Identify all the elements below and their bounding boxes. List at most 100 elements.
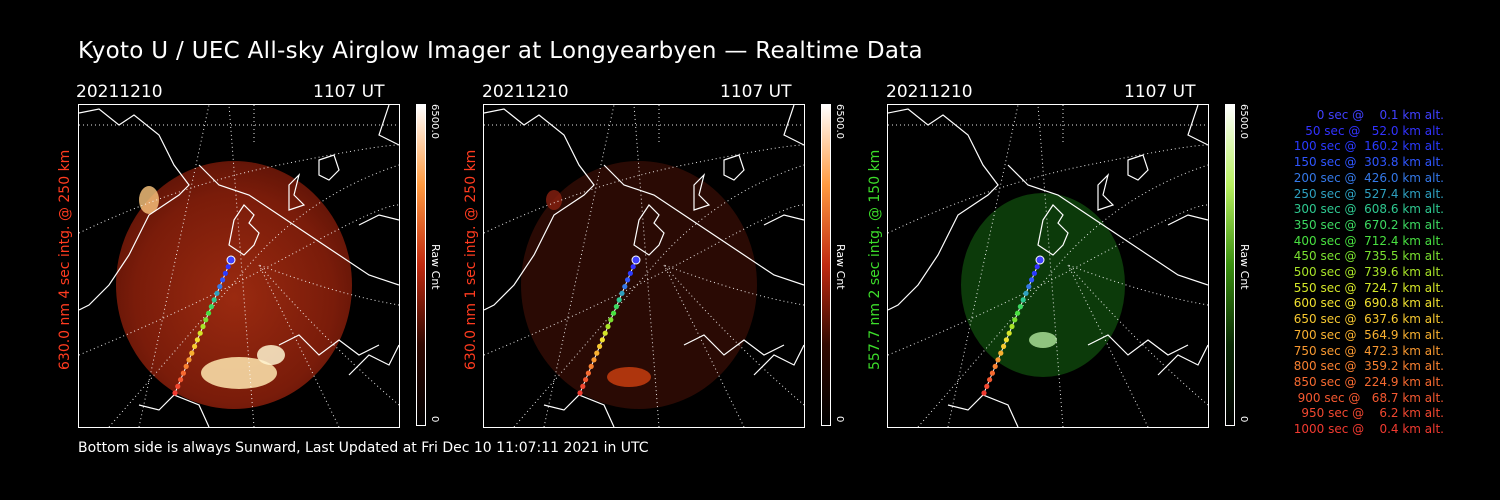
panel-1-date: 20211210 (76, 82, 163, 102)
trajectory-point (192, 343, 198, 349)
coast-line (947, 394, 1019, 427)
trajectory-point (602, 330, 608, 336)
panel-2-cbar-max: 6500.0 (834, 104, 845, 139)
trajectory-point (608, 317, 614, 323)
trajectory-point (203, 317, 209, 323)
aurora-bright-patch (257, 345, 285, 365)
panel-1-cbar-label: Raw Cnt (429, 244, 442, 290)
page-title: Kyoto U / UEC All-sky Airglow Imager at … (78, 38, 923, 64)
panel-1-image (78, 104, 400, 428)
trajectory-track (577, 255, 641, 396)
trajectory-point (984, 383, 990, 389)
legend-entry: 750 sec @ 472.3 km alt. (1293, 343, 1444, 358)
legend-entry: 850 sec @ 224.9 km alt. (1293, 374, 1444, 389)
panel-3-date: 20211210 (886, 82, 973, 102)
sky-image-disk (116, 161, 352, 409)
panel-3-svg (888, 105, 1208, 427)
trajectory-point (1017, 304, 1023, 310)
grid-line (543, 105, 615, 427)
grid-line (1067, 264, 1208, 406)
panel-2-cbar-label: Raw Cnt (834, 244, 847, 290)
coast-line (1167, 214, 1208, 226)
legend-entry: 450 sec @ 735.5 km alt. (1293, 249, 1444, 264)
legend-entry: 500 sec @ 739.6 km alt. (1293, 265, 1444, 280)
trajectory-point (625, 277, 631, 283)
panel-2-ylabel: 630.0 nm 1 sec intg. @ 250 km (463, 149, 479, 370)
legend-entry: 300 sec @ 608.6 km alt. (1293, 202, 1444, 217)
trajectory-point (992, 363, 998, 369)
trajectory-point (194, 337, 200, 343)
trajectory-point (989, 370, 995, 376)
trajectory-point (580, 383, 586, 389)
sky-image-disk (961, 193, 1125, 377)
coast-line (378, 105, 399, 146)
trajectory-point (627, 270, 633, 276)
legend-entry: 50 sec @ 52.0 km alt. (1305, 123, 1444, 138)
trajectory-point (995, 357, 1001, 363)
panel-2-image (483, 104, 805, 428)
trajectory-point (981, 390, 987, 396)
trajectory-point (178, 377, 184, 383)
coast-line (79, 108, 190, 311)
legend-entry: 800 sec @ 359.2 km alt. (1293, 359, 1444, 374)
coast-line (198, 164, 399, 286)
trajectory-point (577, 390, 583, 396)
trajectory-point (987, 377, 993, 383)
trajectory-point (630, 264, 636, 270)
geo-grid (79, 105, 399, 427)
coast-line (633, 204, 665, 256)
trajectory-point (619, 290, 625, 296)
coast-line (358, 214, 399, 226)
grid-line (138, 105, 210, 427)
panel-2-date: 20211210 (482, 82, 569, 102)
legend-entry: 400 sec @ 712.4 km alt. (1293, 233, 1444, 248)
coast-line (693, 173, 711, 211)
coast-line (1087, 334, 1189, 356)
coastline (79, 105, 399, 427)
coast-line (683, 334, 785, 356)
legend-entry: 550 sec @ 724.7 km alt. (1293, 280, 1444, 295)
coast-line (1037, 204, 1069, 256)
panel-1-colorbar (416, 104, 426, 426)
legend-entry: 150 sec @ 303.8 km alt. (1293, 155, 1444, 170)
coast-line (348, 344, 399, 376)
trajectory-point (1026, 284, 1032, 290)
trajectory-point (622, 284, 628, 290)
trajectory-point (1015, 310, 1021, 316)
trajectory-point (594, 350, 600, 356)
legend-entry: 650 sec @ 637.6 km alt. (1293, 312, 1444, 327)
panel-1-cbar-max: 6500.0 (429, 104, 440, 139)
trajectory-point (1001, 343, 1007, 349)
grid-line (484, 144, 804, 234)
trajectory-point (206, 310, 212, 316)
trajectory-point (583, 377, 589, 383)
legend-entry: 950 sec @ 6.2 km alt. (1301, 406, 1444, 421)
trajectory-point (226, 255, 236, 265)
trajectory-point (611, 310, 617, 316)
trajectory-point (211, 297, 217, 303)
panel-3-cbar-max: 6500.0 (1238, 104, 1249, 139)
panel-1-time: 1107 UT (313, 82, 385, 102)
altitude-legend: 0 sec @ 0.1 km alt. 50 sec @ 52.0 km alt.… (1262, 108, 1444, 438)
geo-grid (484, 105, 804, 427)
trajectory-point (631, 255, 641, 265)
trajectory-point (208, 304, 214, 310)
trajectory-point (1034, 264, 1040, 270)
coast-line (484, 108, 595, 311)
trajectory-point (1031, 270, 1037, 276)
trajectory-point (591, 357, 597, 363)
trajectory-point (599, 337, 605, 343)
trajectory-point (1029, 277, 1035, 283)
geo-grid (888, 105, 1208, 427)
trajectory-point (597, 343, 603, 349)
legend-entry: 100 sec @ 160.2 km alt. (1293, 139, 1444, 154)
coast-line (1007, 164, 1208, 286)
trajectory-point (1023, 290, 1029, 296)
legend-entry: 900 sec @ 68.7 km alt. (1297, 390, 1444, 405)
trajectory-point (186, 357, 192, 363)
panel-3-cbar-min: 0 (1238, 416, 1249, 423)
grid-line (888, 144, 1208, 234)
legend-entry: 600 sec @ 690.8 km alt. (1293, 296, 1444, 311)
coast-line (763, 214, 804, 226)
panel-3-cbar-label: Raw Cnt (1238, 244, 1251, 290)
